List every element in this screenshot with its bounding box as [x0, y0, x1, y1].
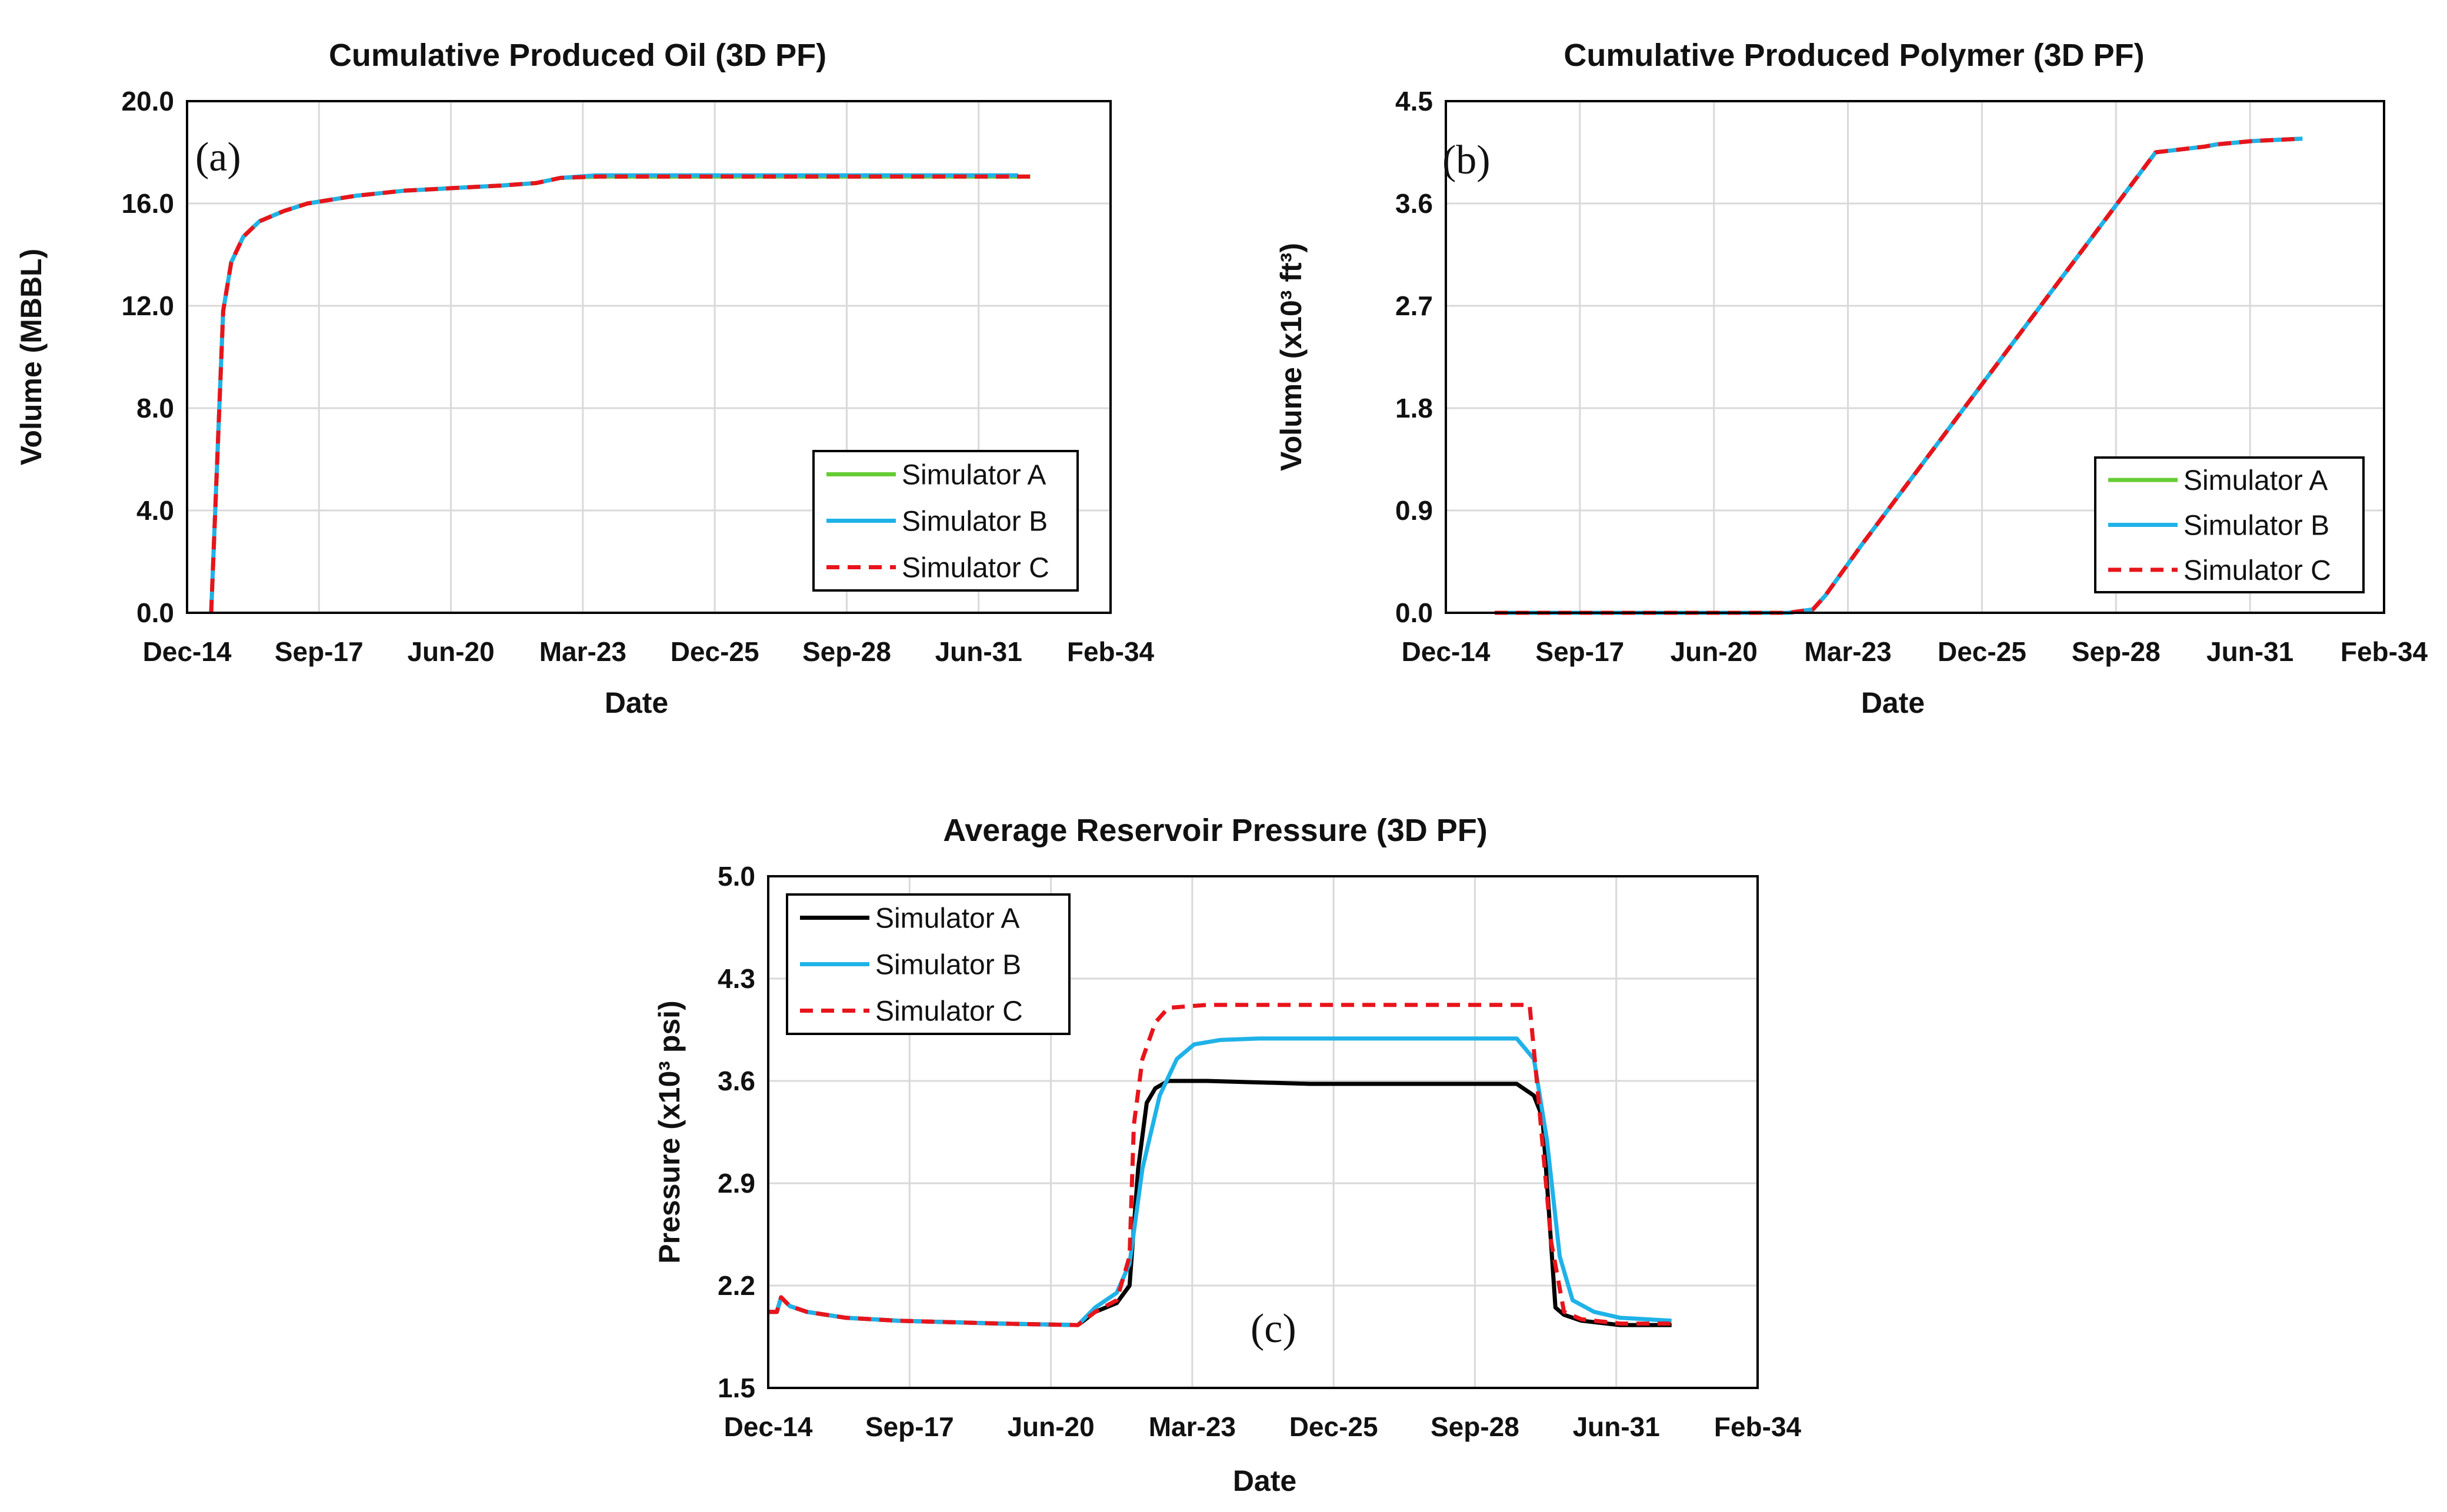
- plot-frame: [1445, 100, 2385, 614]
- x-tick-label: Feb-34: [2341, 636, 2428, 667]
- x-tick-label: Jun-20: [407, 636, 494, 667]
- x-tick-label: Sep-17: [865, 1411, 954, 1442]
- y-tick-label: 0.9: [1395, 495, 1433, 526]
- y-tick-label: 0.0: [136, 598, 174, 628]
- series-line-simulator-c: [1495, 136, 2303, 615]
- legend: Simulator A Simulator B Simulator C: [2094, 456, 2365, 593]
- y-tick-label: 2.7: [1395, 291, 1433, 321]
- chart-title: Average Reservoir Pressure (3D PF): [943, 813, 1487, 848]
- y-axis-label: Volume (MBBL): [15, 249, 48, 465]
- y-tick-label: 3.6: [718, 1066, 755, 1096]
- x-tick-label: Mar-23: [1804, 636, 1891, 667]
- legend-label: Simulator C: [902, 553, 1049, 584]
- legend-label: Simulator C: [2183, 555, 2331, 586]
- plot-frame: [186, 100, 1112, 614]
- y-tick-label: 8.0: [136, 393, 174, 423]
- legend-label: Simulator C: [875, 996, 1023, 1027]
- y-tick-label: 16.0: [121, 188, 174, 219]
- chart-panel-2: 1.5 2.2 2.9 3.6 4.3 5.0 Dec-14 Sep-17 Jun-20 Mar-…: [653, 813, 1802, 1497]
- x-axis-label: Date: [605, 686, 668, 719]
- x-tick-label: Sep-17: [1535, 636, 1624, 667]
- legend-label: Simulator B: [902, 506, 1048, 538]
- chart-title: Cumulative Produced Polymer (3D PF): [1563, 38, 2144, 73]
- chart-panel-1: 0.0 0.9 1.8 2.7 3.6 4.5 Dec-14 Sep-17 Jun-20 Mar-…: [1275, 38, 2428, 719]
- x-tick-label: Dec-14: [143, 636, 232, 667]
- y-tick-label: 2.9: [718, 1168, 755, 1199]
- panel-tag: (a): [195, 135, 241, 180]
- y-tick-label: 5.0: [718, 861, 755, 892]
- series-line-simulator-c: [768, 1003, 1672, 1327]
- y-tick-label: 4.5: [1395, 86, 1433, 116]
- panel-tag: (c): [1251, 1306, 1296, 1351]
- x-tick-label: Sep-28: [2072, 636, 2161, 667]
- y-tick-label: 3.6: [1395, 188, 1433, 219]
- legend-label: Simulator B: [875, 950, 1021, 981]
- x-tick-label: Jun-20: [1671, 636, 1758, 667]
- y-tick-label: 12.0: [121, 291, 174, 321]
- x-tick-label: Sep-28: [802, 636, 891, 667]
- x-tick-label: Dec-14: [1402, 636, 1491, 667]
- legend-label: Simulator A: [875, 903, 1019, 934]
- chart-title: Cumulative Produced Oil (3D PF): [329, 38, 826, 73]
- chart-panel-0: 0.0 4.0 8.0 12.0 16.0 20.0 Dec-14 Sep-17 Jun-20 M…: [15, 38, 1155, 719]
- y-tick-label: 0.0: [1395, 598, 1433, 628]
- series-line-simulator-c: [209, 174, 1031, 613]
- y-tick-label: 4.0: [136, 495, 174, 526]
- x-tick-label: Dec-14: [724, 1411, 813, 1442]
- x-tick-label: Mar-23: [1149, 1411, 1236, 1442]
- y-tick-label: 2.2: [718, 1270, 755, 1301]
- y-tick-label: 4.3: [718, 963, 755, 994]
- y-axis-label: Volume (x10³ ft³): [1275, 243, 1308, 471]
- x-tick-label: Dec-25: [1938, 636, 2026, 667]
- legend-label: Simulator A: [2183, 465, 2328, 496]
- x-tick-label: Sep-28: [1431, 1411, 1519, 1442]
- x-tick-label: Sep-17: [275, 636, 364, 667]
- x-tick-label: Feb-34: [1714, 1411, 1802, 1442]
- x-tick-label: Jun-31: [2206, 636, 2293, 667]
- legend-label: Simulator B: [2183, 510, 2329, 542]
- x-tick-label: Feb-34: [1067, 636, 1155, 667]
- x-tick-label: Jun-31: [1573, 1411, 1660, 1442]
- x-tick-label: Mar-23: [539, 636, 626, 667]
- x-tick-label: Jun-31: [935, 636, 1022, 667]
- x-axis-label: Date: [1861, 686, 1925, 719]
- panel-tag: (b): [1442, 138, 1491, 183]
- legend: Simulator A Simulator B Simulator C: [812, 450, 1079, 592]
- legend: Simulator A Simulator B Simulator C: [786, 893, 1071, 1035]
- y-axis-label: Pressure (x10³ psi): [653, 1000, 686, 1263]
- x-tick-label: Jun-20: [1007, 1411, 1094, 1442]
- x-tick-label: Dec-25: [1289, 1411, 1378, 1442]
- legend-label: Simulator A: [902, 460, 1046, 491]
- y-tick-label: 20.0: [121, 86, 174, 116]
- x-axis-label: Date: [1233, 1464, 1296, 1497]
- y-tick-label: 1.8: [1395, 393, 1433, 423]
- series-line-simulator-a: [768, 1079, 1672, 1327]
- y-tick-label: 1.5: [718, 1373, 755, 1403]
- x-tick-label: Dec-25: [671, 636, 759, 667]
- plot-frame: [767, 875, 1759, 1389]
